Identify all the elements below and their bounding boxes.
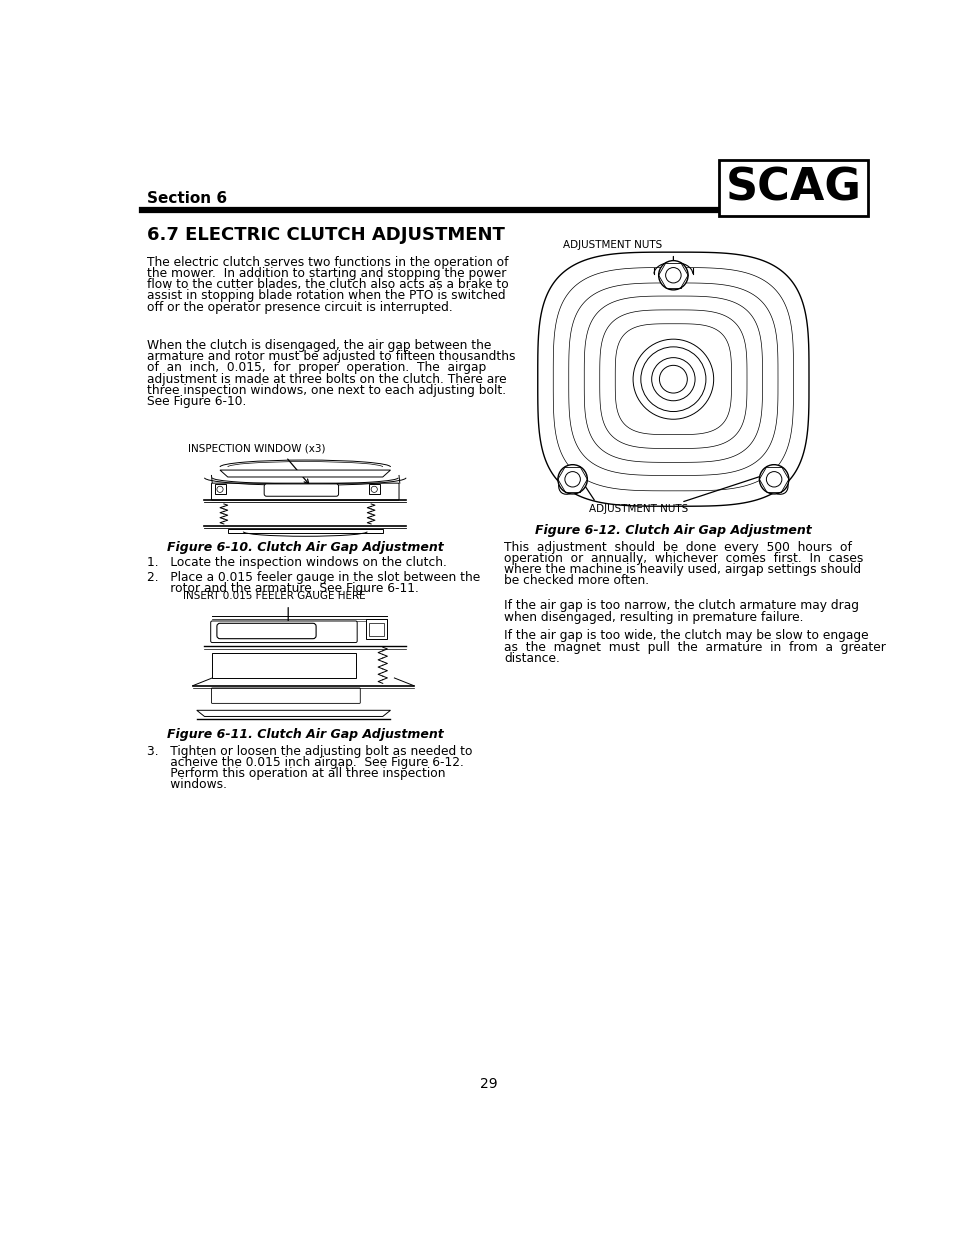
- Circle shape: [665, 268, 680, 283]
- Text: distance.: distance.: [504, 652, 559, 664]
- Polygon shape: [583, 296, 761, 462]
- Polygon shape: [615, 324, 731, 435]
- Text: be checked more often.: be checked more often.: [504, 574, 649, 588]
- Circle shape: [633, 340, 713, 419]
- FancyBboxPatch shape: [214, 484, 226, 494]
- Text: rotor and the armature. See Figure 6-11.: rotor and the armature. See Figure 6-11.: [147, 582, 418, 595]
- Text: operation  or  annually,  whichever  comes  first.  In  cases: operation or annually, whichever comes f…: [504, 552, 862, 566]
- FancyBboxPatch shape: [264, 484, 338, 496]
- Polygon shape: [553, 268, 793, 490]
- Text: off or the operator presence circuit is interrupted.: off or the operator presence circuit is …: [147, 300, 453, 314]
- Text: ADJUSTMENT NUTS: ADJUSTMENT NUTS: [562, 241, 661, 251]
- Text: where the machine is heavily used, airgap settings should: where the machine is heavily used, airga…: [504, 563, 861, 577]
- Text: windows.: windows.: [147, 778, 227, 792]
- FancyBboxPatch shape: [211, 621, 356, 642]
- FancyBboxPatch shape: [212, 688, 360, 704]
- Polygon shape: [220, 471, 390, 477]
- Circle shape: [558, 464, 587, 494]
- Text: Section 6: Section 6: [147, 190, 227, 206]
- Text: armature and rotor must be adjusted to fifteen thousandths: armature and rotor must be adjusted to f…: [147, 351, 516, 363]
- Circle shape: [659, 366, 686, 393]
- Polygon shape: [228, 529, 382, 534]
- Text: assist in stopping blade rotation when the PTO is switched: assist in stopping blade rotation when t…: [147, 289, 505, 303]
- Circle shape: [640, 347, 705, 411]
- Text: SCAG: SCAG: [725, 167, 861, 210]
- Text: Figure 6-11. Clutch Air Gap Adjustment: Figure 6-11. Clutch Air Gap Adjustment: [167, 727, 443, 741]
- Polygon shape: [537, 252, 808, 506]
- Text: three inspection windows, one next to each adjusting bolt.: three inspection windows, one next to ea…: [147, 384, 506, 396]
- FancyBboxPatch shape: [369, 622, 384, 636]
- Text: When the clutch is disengaged, the air gap between the: When the clutch is disengaged, the air g…: [147, 340, 491, 352]
- Text: If the air gap is too narrow, the clutch armature may drag: If the air gap is too narrow, the clutch…: [504, 599, 859, 613]
- Polygon shape: [568, 283, 778, 475]
- Text: See Figure 6-10.: See Figure 6-10.: [147, 395, 246, 408]
- FancyBboxPatch shape: [216, 624, 315, 638]
- Text: 29: 29: [479, 1077, 497, 1091]
- Text: flow to the cutter blades, the clutch also acts as a brake to: flow to the cutter blades, the clutch al…: [147, 278, 508, 291]
- Circle shape: [216, 487, 223, 493]
- Text: ADJUSTMENT NUTS: ADJUSTMENT NUTS: [588, 504, 687, 514]
- Circle shape: [371, 487, 377, 493]
- Text: This  adjustment  should  be  done  every  500  hours  of: This adjustment should be done every 500…: [504, 541, 851, 555]
- FancyBboxPatch shape: [365, 620, 387, 640]
- Text: as  the  magnet  must  pull  the  armature  in  from  a  greater: as the magnet must pull the armature in …: [504, 641, 885, 653]
- Circle shape: [564, 472, 579, 487]
- Text: of  an  inch,  0.015,  for  proper  operation.  The  airgap: of an inch, 0.015, for proper operation.…: [147, 362, 486, 374]
- Text: INSPECTION WINDOW (x3): INSPECTION WINDOW (x3): [189, 443, 326, 453]
- Circle shape: [759, 464, 788, 494]
- Text: Perform this operation at all three inspection: Perform this operation at all three insp…: [147, 767, 445, 781]
- Text: Figure 6-10. Clutch Air Gap Adjustment: Figure 6-10. Clutch Air Gap Adjustment: [167, 541, 443, 555]
- Text: 6.7 ELECTRIC CLUTCH ADJUSTMENT: 6.7 ELECTRIC CLUTCH ADJUSTMENT: [147, 226, 504, 245]
- FancyBboxPatch shape: [212, 483, 398, 500]
- FancyBboxPatch shape: [369, 484, 380, 494]
- Text: 3.   Tighten or loosen the adjusting bolt as needed to: 3. Tighten or loosen the adjusting bolt …: [147, 745, 472, 758]
- Text: If the air gap is too wide, the clutch may be slow to engage: If the air gap is too wide, the clutch m…: [504, 630, 868, 642]
- Circle shape: [765, 472, 781, 487]
- Text: the mower.  In addition to starting and stopping the power: the mower. In addition to starting and s…: [147, 267, 506, 280]
- Text: The electric clutch serves two functions in the operation of: The electric clutch serves two functions…: [147, 256, 508, 269]
- Circle shape: [658, 261, 687, 290]
- Text: INSERT 0.015 FEELER GAUGE HERE: INSERT 0.015 FEELER GAUGE HERE: [183, 592, 365, 601]
- Polygon shape: [599, 310, 746, 448]
- Text: acheive the 0.015 inch airgap.  See Figure 6-12.: acheive the 0.015 inch airgap. See Figur…: [147, 756, 463, 769]
- FancyBboxPatch shape: [212, 653, 355, 678]
- Text: 1.   Locate the inspection windows on the clutch.: 1. Locate the inspection windows on the …: [147, 556, 447, 569]
- Circle shape: [651, 358, 695, 401]
- Text: 2.   Place a 0.015 feeler gauge in the slot between the: 2. Place a 0.015 feeler gauge in the slo…: [147, 571, 480, 584]
- Text: adjustment is made at three bolts on the clutch. There are: adjustment is made at three bolts on the…: [147, 373, 506, 385]
- Polygon shape: [196, 710, 390, 716]
- Text: when disengaged, resulting in premature failure.: when disengaged, resulting in premature …: [504, 610, 803, 624]
- Text: Figure 6-12. Clutch Air Gap Adjustment: Figure 6-12. Clutch Air Gap Adjustment: [535, 524, 811, 537]
